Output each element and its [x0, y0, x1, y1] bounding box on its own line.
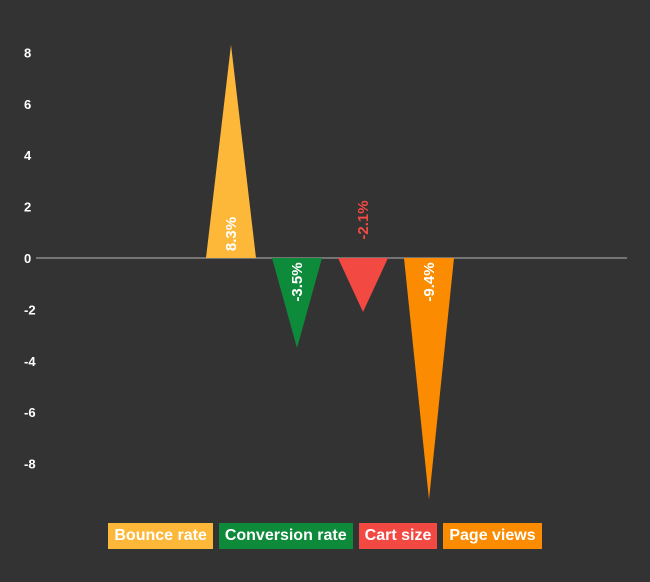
bar-conversion-rate[interactable]	[272, 258, 322, 348]
y-tick-label: 6	[24, 97, 31, 112]
bar-cart-size[interactable]	[338, 258, 388, 312]
legend-item-conversion-rate[interactable]: Conversion rate	[218, 523, 353, 549]
y-axis: 8 6 4 2 0 -2 -4 -6 -8	[24, 45, 36, 471]
legend-item-bounce-rate[interactable]: Bounce rate	[108, 523, 213, 549]
bar-bounce-rate[interactable]	[206, 44, 256, 258]
y-tick-label: 8	[24, 45, 31, 60]
y-tick-label: 0	[24, 251, 31, 266]
y-tick-label: -8	[24, 457, 36, 472]
legend-item-cart-size[interactable]: Cart size	[358, 523, 438, 549]
y-tick-label: -6	[24, 405, 36, 420]
legend: Bounce rate Conversion rate Cart size Pa…	[0, 523, 650, 549]
y-tick-label: -2	[24, 302, 36, 317]
y-tick-label: 2	[24, 200, 31, 215]
bar-page-views[interactable]	[404, 258, 454, 500]
chart-marks: 8.3% -3.5% -2.1% -9.4%	[206, 44, 454, 500]
legend-item-page-views[interactable]: Page views	[443, 523, 542, 549]
data-label: -3.5%	[289, 262, 306, 301]
y-tick-label: 4	[24, 148, 32, 163]
y-tick-label: -4	[24, 354, 36, 369]
data-label: 8.3%	[223, 217, 240, 251]
data-label: -2.1%	[355, 200, 372, 239]
data-label: -9.4%	[421, 262, 438, 301]
